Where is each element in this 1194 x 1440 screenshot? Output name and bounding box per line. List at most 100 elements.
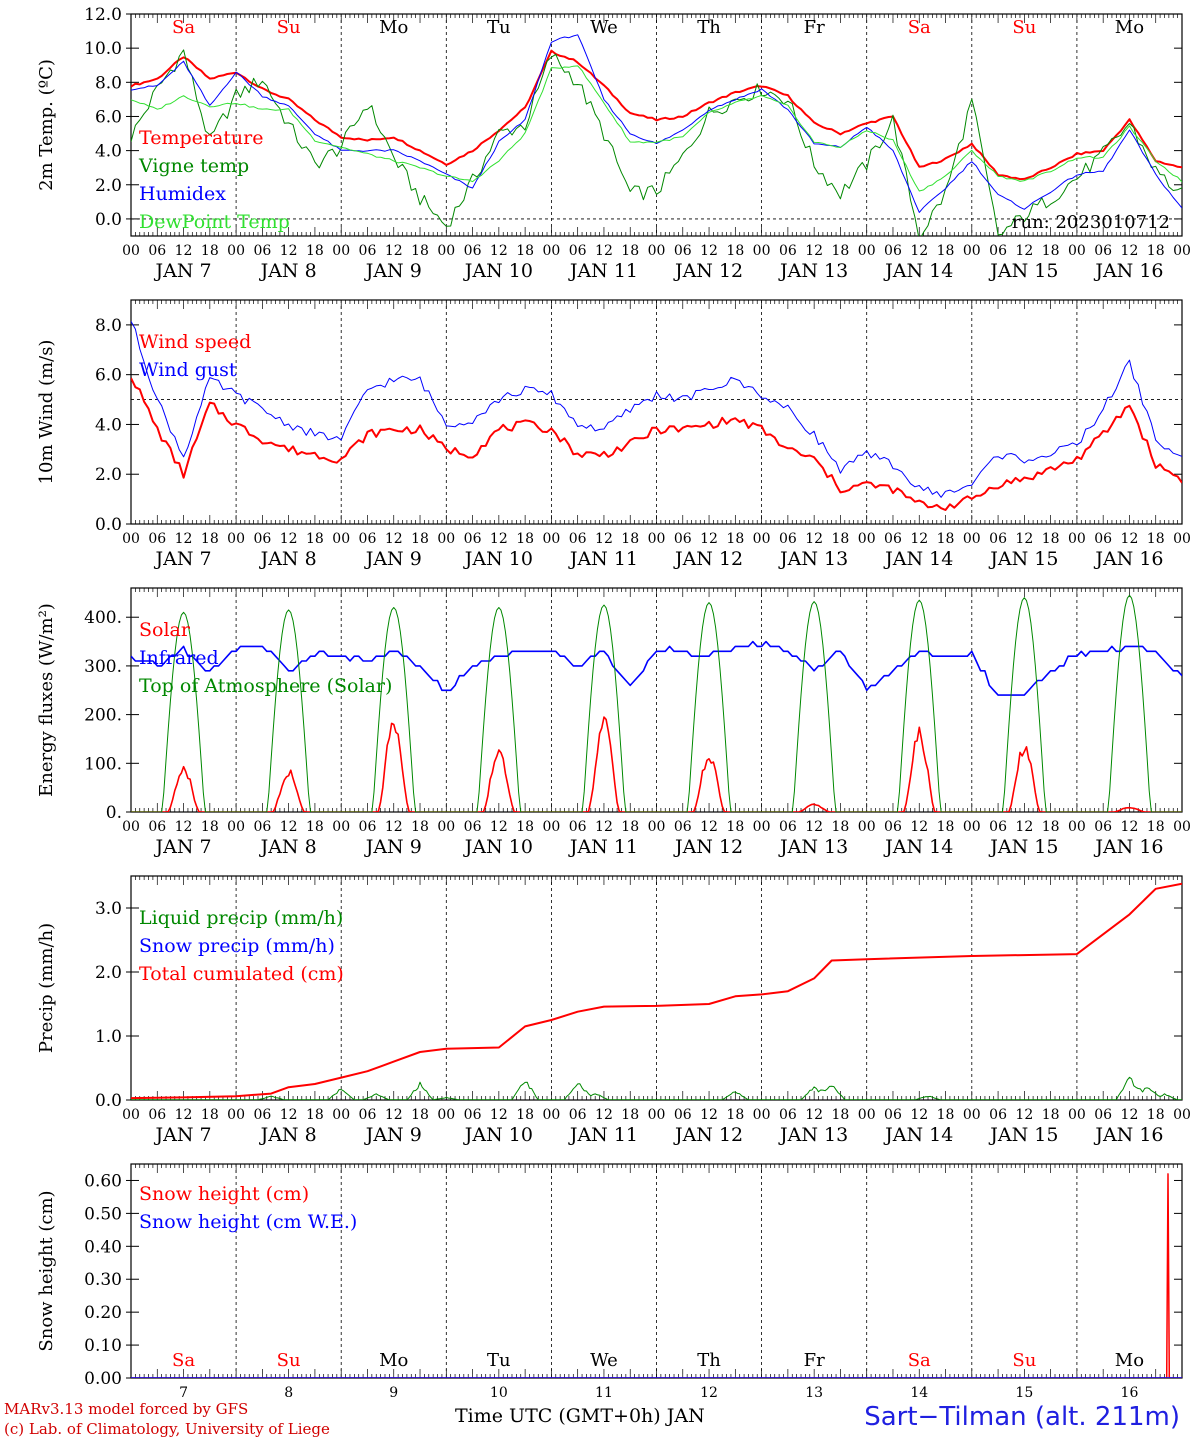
y-tick-label: 100. [84,754,122,774]
legend-vigne-temp: Vigne temp [138,155,249,177]
hour-label: 06 [148,1107,166,1123]
hour-label: 06 [1094,1107,1112,1123]
date-label: JAN 7 [154,1124,212,1146]
hour-label: 12 [175,819,193,835]
panel-temperature: 0.0 2.0 4.0 6.0 8.0 10.0 12.0 2m Temp. (ºC) 00 06… [36,5,1191,282]
y-tick-label: 8.0 [95,73,122,93]
legend-total-cumulated-cm: Total cumulated (cm) [139,963,344,985]
y-axis-label: 2m Temp. (ºC) [36,59,57,191]
hour-label: 18 [937,819,955,835]
hour-label: 00 [542,243,560,259]
series-total-cumulated-cm [131,882,1182,1100]
hour-label: 18 [621,819,639,835]
series-group [131,594,1182,812]
hour-label: 18 [621,531,639,547]
date-label: JAN 16 [1093,836,1163,858]
date-label: JAN 8 [259,836,317,858]
hour-label: 12 [280,1107,298,1123]
hour-label: 06 [569,819,587,835]
series-humidex [131,34,1182,213]
hour-label: 00 [542,1107,560,1123]
hour-label: 00 [227,1107,245,1123]
date-label: JAN 12 [673,836,743,858]
hour-label: 12 [910,819,928,835]
hour-label: 00 [1173,243,1191,259]
date-label: JAN 10 [463,260,533,282]
hour-label: 18 [306,1107,324,1123]
date-label: JAN 14 [883,548,953,570]
hour-label: 18 [1147,243,1165,259]
hour-label: 06 [359,243,377,259]
hour-label: 18 [411,1107,429,1123]
hour-label: 12 [910,531,928,547]
y-tick-label: 1.0 [95,1027,122,1047]
hour-label: 18 [1042,531,1060,547]
date-label: JAN 8 [259,260,317,282]
date-label: JAN 11 [568,260,638,282]
hour-label: 12 [700,531,718,547]
weekday-label: Sa [908,17,931,38]
y-tick-label: 6.0 [95,366,122,386]
hour-label: 12 [490,243,508,259]
date-label: JAN 16 [1093,1124,1163,1146]
hour-label: 06 [569,243,587,259]
legend-top-of-atmosphere-solar: Top of Atmosphere (Solar) [139,675,392,697]
hour-label: 00 [437,531,455,547]
hour-label: 06 [253,243,271,259]
hour-label: 12 [595,531,613,547]
day-number-label: 9 [389,1385,398,1401]
y-tick-label: 0.60 [84,1171,122,1191]
lab-credit: (c) Lab. of Climatology, University of L… [4,1420,330,1438]
hour-label: 18 [937,1107,955,1123]
hour-label: 12 [1015,1107,1033,1123]
date-label: JAN 11 [568,548,638,570]
hour-label: 06 [674,819,692,835]
date-label: JAN 11 [568,836,638,858]
y-tick-label: 400. [84,608,122,628]
legend-wind-speed: Wind speed [139,331,251,353]
y-tick-label: 0.20 [84,1303,122,1323]
hour-label: 00 [963,531,981,547]
series-temperature [131,49,1182,181]
weekday-label: Th [697,17,721,38]
hour-label: 06 [779,531,797,547]
hour-label: 18 [937,531,955,547]
weekday-label: We [590,17,618,38]
legend-snow-precip-mm-h: Snow precip (mm/h) [139,935,335,957]
hour-label: 00 [1068,243,1086,259]
date-label: JAN 8 [259,548,317,570]
hour-label: 18 [726,1107,744,1123]
hour-label: 18 [516,531,534,547]
y-tick-label: 200. [84,706,122,726]
series-liquid-precip-mm-h [131,1076,1182,1100]
hour-label: 00 [1173,1107,1191,1123]
y-tick-label: 4.0 [95,142,122,162]
hour-label: 00 [122,243,140,259]
hour-label: 06 [779,243,797,259]
legend-wind-gust: Wind gust [139,359,237,381]
hour-label: 18 [726,819,744,835]
hour-label: 12 [1015,243,1033,259]
hour-label: 18 [201,1107,219,1123]
date-label: JAN 10 [463,836,533,858]
weekday-label: Su [1012,1350,1036,1371]
hour-label: 12 [910,1107,928,1123]
date-label: JAN 14 [883,1124,953,1146]
hour-label: 00 [753,1107,771,1123]
hour-label: 00 [542,531,560,547]
hour-label: 06 [989,1107,1007,1123]
day-number-label: 11 [595,1385,613,1401]
series-group [131,34,1182,236]
date-label: JAN 16 [1093,548,1163,570]
y-tick-label: 0.00 [84,1369,122,1389]
hour-label: 12 [385,819,403,835]
series-vigne-temp [131,49,1182,236]
hour-label: 12 [805,1107,823,1123]
date-label: JAN 10 [463,548,533,570]
hour-label: 00 [332,531,350,547]
time-axis-label: Time UTC (GMT+0h) JAN [455,1405,705,1427]
hour-label: 12 [175,1107,193,1123]
date-label: JAN 16 [1093,260,1163,282]
hour-label: 06 [884,819,902,835]
hour-label: 06 [148,819,166,835]
